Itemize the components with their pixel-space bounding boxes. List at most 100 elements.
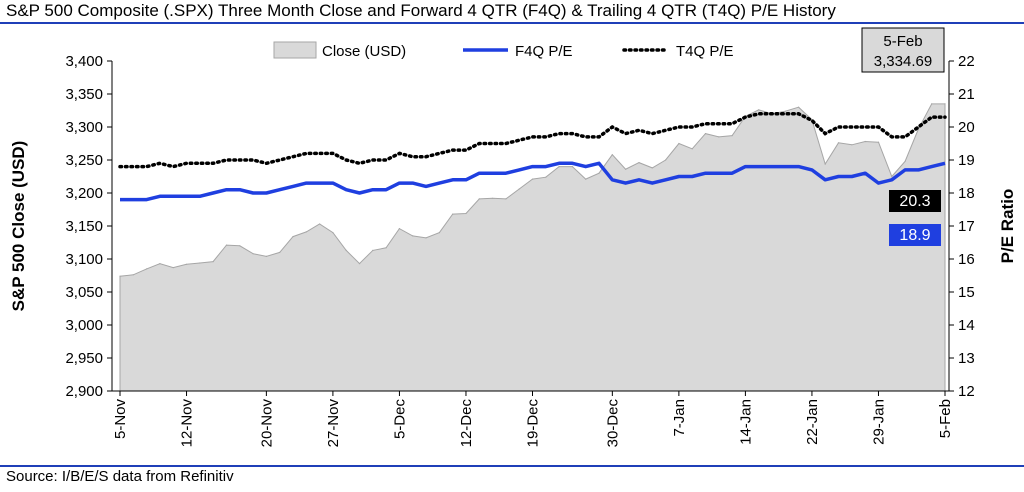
legend: Close (USD) F4Q P/E T4Q P/E [273, 41, 734, 60]
close-point [492, 197, 494, 199]
right-tick-label: 15 [958, 284, 975, 301]
x-tick-label: 14-Jan [737, 399, 754, 445]
right-tick-label: 16 [958, 251, 975, 268]
right-tick-label: 21 [958, 86, 975, 103]
close-point [478, 198, 480, 200]
right-tick-label: 19 [958, 152, 975, 169]
close-point [518, 188, 520, 190]
close-point [252, 253, 254, 255]
close-point [119, 275, 121, 277]
x-tick-label: 19-Dec [525, 399, 542, 448]
f4q-label-box [889, 224, 941, 246]
left-tick-label: 3,250 [65, 152, 103, 169]
close-point [305, 231, 307, 233]
right-tick-label: 17 [958, 218, 975, 235]
close-point [358, 263, 361, 265]
close-point [944, 103, 946, 105]
close-point [598, 172, 600, 174]
close-point [345, 249, 347, 251]
close-point [199, 262, 201, 264]
left-tick-label: 3,050 [65, 284, 103, 301]
close-point [332, 232, 334, 234]
close-point [398, 228, 400, 230]
close-point [784, 110, 786, 112]
x-tick-label: 12-Dec [458, 399, 475, 448]
close-area [119, 103, 946, 392]
close-point [239, 245, 241, 247]
close-point [425, 237, 427, 239]
callout-box [861, 27, 945, 73]
close-point [798, 106, 800, 108]
left-tick-label: 2,950 [65, 350, 103, 367]
callout-close-value: 3,334.69 [874, 53, 932, 70]
bottom-rule [0, 465, 1024, 467]
close-point [146, 268, 148, 270]
x-tick-label: 30-Dec [604, 399, 621, 448]
x-tick-label: 5-Feb [937, 399, 954, 438]
source-note: Source: I/B/E/S data from Refinitiv [6, 468, 234, 485]
close-point [185, 263, 188, 265]
close-point [824, 163, 826, 165]
close-point [531, 178, 534, 180]
close-point [319, 223, 321, 225]
close-point [412, 235, 414, 237]
left-tick-label: 3,400 [65, 53, 103, 70]
close-point [438, 232, 440, 234]
close-point [225, 244, 228, 246]
right-tick-label: 18 [958, 185, 975, 202]
t4q-label-text: 20.3 [899, 193, 930, 210]
left-tick-label: 3,300 [65, 119, 103, 136]
close-point [385, 247, 387, 249]
left-tick-label: 3,350 [65, 86, 103, 103]
close-point [372, 249, 374, 251]
close-point [691, 148, 693, 150]
x-tick-label: 20-Nov [258, 399, 275, 448]
close-point [159, 263, 161, 265]
right-tick-label: 14 [958, 317, 975, 334]
legend-swatch-close [273, 41, 317, 59]
close-point [172, 267, 174, 269]
left-axis-title: S&P 500 Close (USD) [9, 141, 28, 312]
close-point [837, 142, 840, 144]
close-point [704, 133, 707, 135]
close-point [212, 261, 214, 263]
left-tick-label: 3,000 [65, 317, 103, 334]
left-tick-label: 2,900 [65, 383, 103, 400]
right-tick-label: 13 [958, 350, 975, 367]
close-point [651, 167, 653, 169]
x-tick-label: 5-Nov [112, 399, 129, 440]
close-point [718, 136, 720, 138]
close-point [851, 144, 853, 146]
close-point [292, 236, 294, 238]
right-tick-label: 20 [958, 119, 975, 136]
legend-label-t4q: T4Q P/E [676, 43, 734, 60]
close-point [731, 135, 733, 137]
close-point [678, 142, 680, 145]
t4q-label-box [889, 190, 941, 212]
close-point [585, 178, 587, 180]
x-tick-label: 5-Dec [391, 399, 408, 440]
t4q-line [118, 112, 947, 169]
close-point [611, 154, 613, 156]
close-point [571, 166, 574, 168]
close-point [665, 159, 667, 161]
f4q-label-text: 18.9 [899, 227, 930, 244]
close-point [904, 160, 906, 162]
close-point [638, 162, 640, 164]
x-tick-label: 22-Jan [804, 399, 821, 445]
left-tick-label: 3,200 [65, 185, 103, 202]
f4q-value-label: 18.9 [889, 224, 941, 246]
close-point [625, 168, 627, 170]
last-value-callout: 5-Feb 3,334.69 [861, 27, 945, 73]
close-point [452, 213, 454, 215]
x-tick-label: 27-Nov [325, 399, 342, 448]
close-point [891, 175, 893, 178]
callout-date: 5-Feb [883, 33, 922, 50]
close-point [132, 274, 134, 276]
close-point [279, 251, 281, 253]
close-point [545, 176, 547, 178]
f4q-line [120, 161, 946, 202]
right-tick-label: 12 [958, 383, 975, 400]
close-point [877, 141, 880, 143]
